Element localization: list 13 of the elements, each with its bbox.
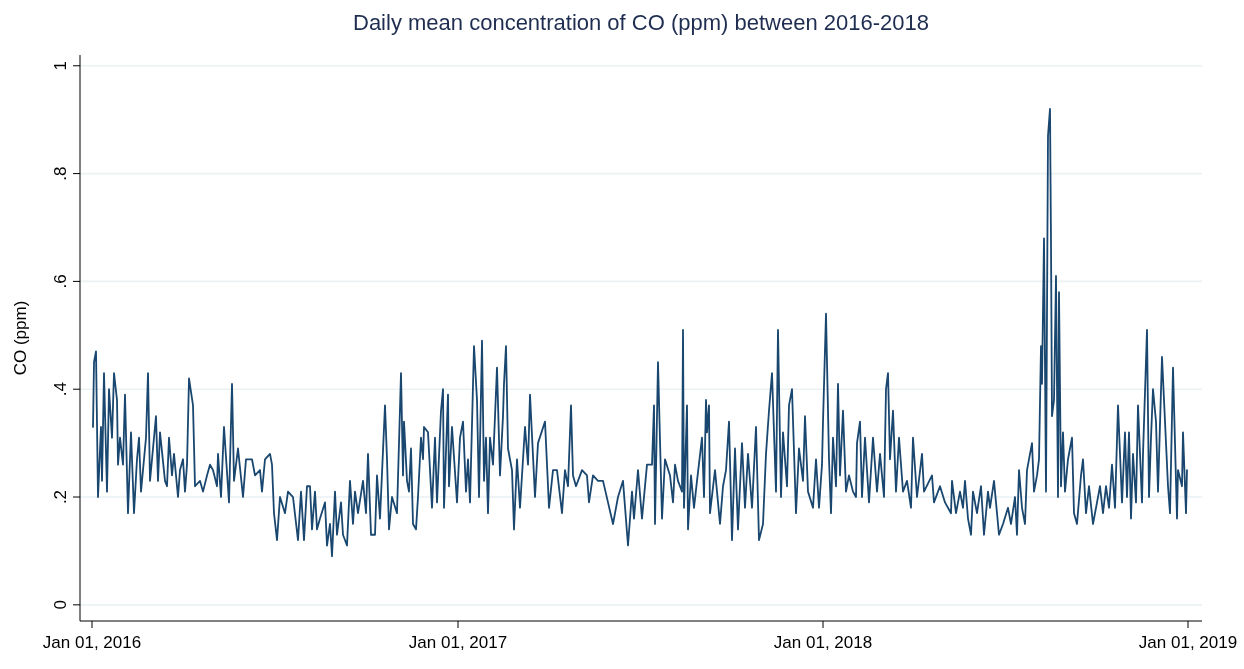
chart-title: Daily mean concentration of CO (ppm) between 2016-2018 <box>353 10 929 35</box>
y-tick-label: 1 <box>51 61 70 71</box>
line-series <box>92 108 1188 558</box>
x-tick-label: Jan 01, 2016 <box>42 633 142 652</box>
y-tick-label: .8 <box>51 166 70 181</box>
x-tick-label: Jan 01, 2017 <box>408 633 508 652</box>
x-tick-label: Jan 01, 2018 <box>773 633 873 652</box>
y-tick-label: 0 <box>51 600 70 610</box>
y-tick-label: .6 <box>51 274 70 289</box>
x-tick-label: Jan 01, 2019 <box>1138 633 1238 652</box>
y-tick-label: .2 <box>51 489 70 505</box>
y-tick-label: .4 <box>51 382 70 397</box>
y-axis-title: CO (ppm) <box>11 300 30 376</box>
